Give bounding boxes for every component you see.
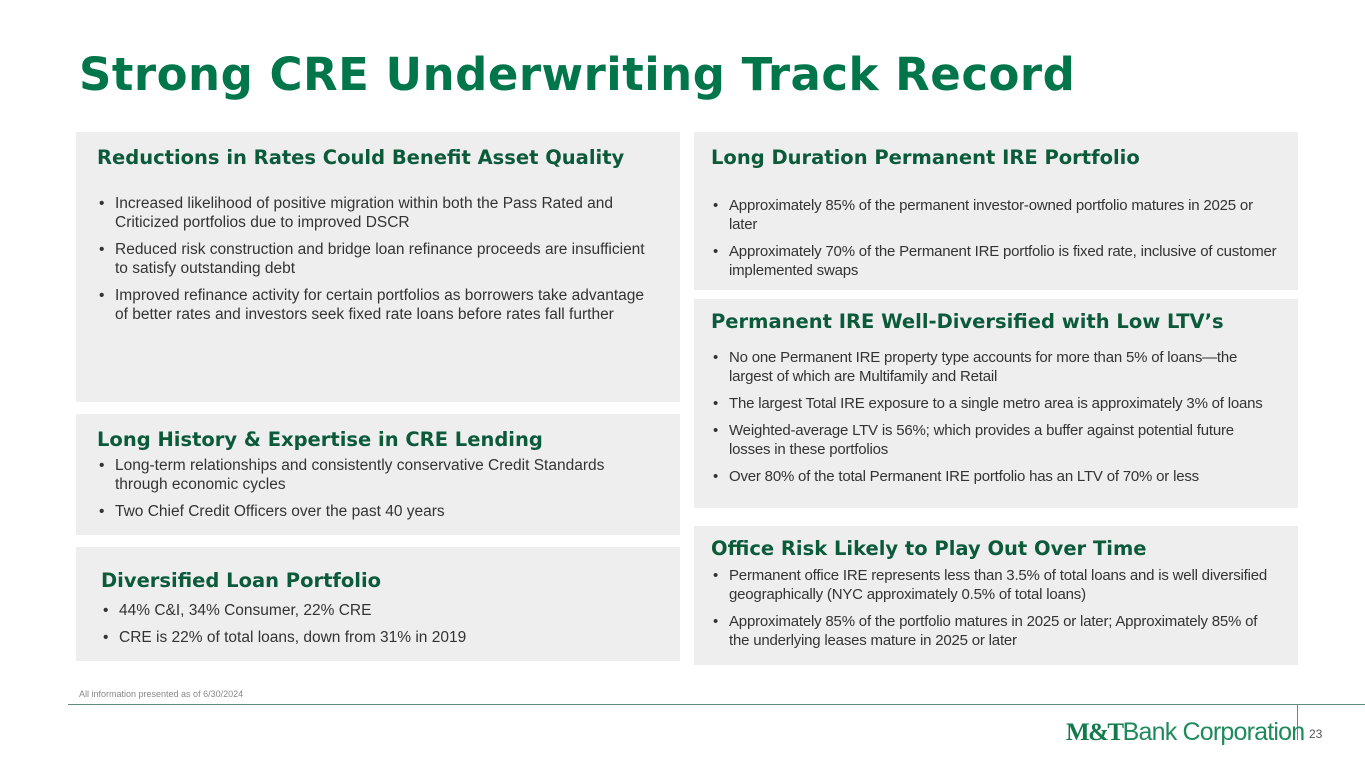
section-heading: Permanent IRE Well-Diversified with Low … <box>711 310 1224 333</box>
bullet: Improved refinance activity for certain … <box>97 286 660 324</box>
footer-divider <box>68 704 1365 705</box>
section-heading: Office Risk Likely to Play Out Over Time <box>711 537 1147 560</box>
section-rates: Reductions in Rates Could Benefit Asset … <box>76 132 680 402</box>
footnote: All information presented as of 6/30/202… <box>79 689 244 699</box>
page-title: Strong CRE Underwriting Track Record <box>79 48 1076 101</box>
bullet: Approximately 85% of the portfolio matur… <box>711 612 1278 650</box>
bullet: No one Permanent IRE property type accou… <box>711 348 1278 386</box>
bullet: Increased likelihood of positive migrati… <box>97 194 660 232</box>
bullet: Approximately 70% of the Permanent IRE p… <box>711 242 1278 280</box>
bullet: Two Chief Credit Officers over the past … <box>97 502 660 521</box>
section-heading: Diversified Loan Portfolio <box>101 569 382 592</box>
section-diversified: Diversified Loan Portfolio 44% C&I, 34% … <box>76 547 680 661</box>
section-office: Office Risk Likely to Play Out Over Time… <box>694 526 1298 665</box>
section-ltv: Permanent IRE Well-Diversified with Low … <box>694 299 1298 508</box>
bullet: Reduced risk construction and bridge loa… <box>97 240 660 278</box>
company-logo: M&TBank Corporation <box>1066 718 1306 747</box>
bullet: Long-term relationships and consistently… <box>97 456 660 494</box>
bullet: Permanent office IRE represents less tha… <box>711 566 1278 604</box>
bullet: CRE is 22% of total loans, down from 31%… <box>101 628 660 647</box>
page-number: 23 <box>1309 727 1323 741</box>
bullet: 44% C&I, 34% Consumer, 22% CRE <box>101 601 660 620</box>
logo-text: Bank Corporation <box>1122 718 1306 746</box>
bullet: Weighted-average LTV is 56%; which provi… <box>711 421 1278 459</box>
bullet: Approximately 85% of the permanent inves… <box>711 196 1278 234</box>
logo-mark: M&T <box>1066 719 1124 746</box>
section-heading: Long Duration Permanent IRE Portfolio <box>711 146 1140 169</box>
section-duration: Long Duration Permanent IRE Portfolio Ap… <box>694 132 1298 290</box>
section-heading: Long History & Expertise in CRE Lending <box>97 428 543 451</box>
section-history: Long History & Expertise in CRE Lending … <box>76 414 680 535</box>
footer-vertical-divider <box>1297 704 1298 740</box>
bullet: Over 80% of the total Permanent IRE port… <box>711 467 1278 486</box>
bullet: The largest Total IRE exposure to a sing… <box>711 394 1278 413</box>
section-heading: Reductions in Rates Could Benefit Asset … <box>97 146 625 169</box>
